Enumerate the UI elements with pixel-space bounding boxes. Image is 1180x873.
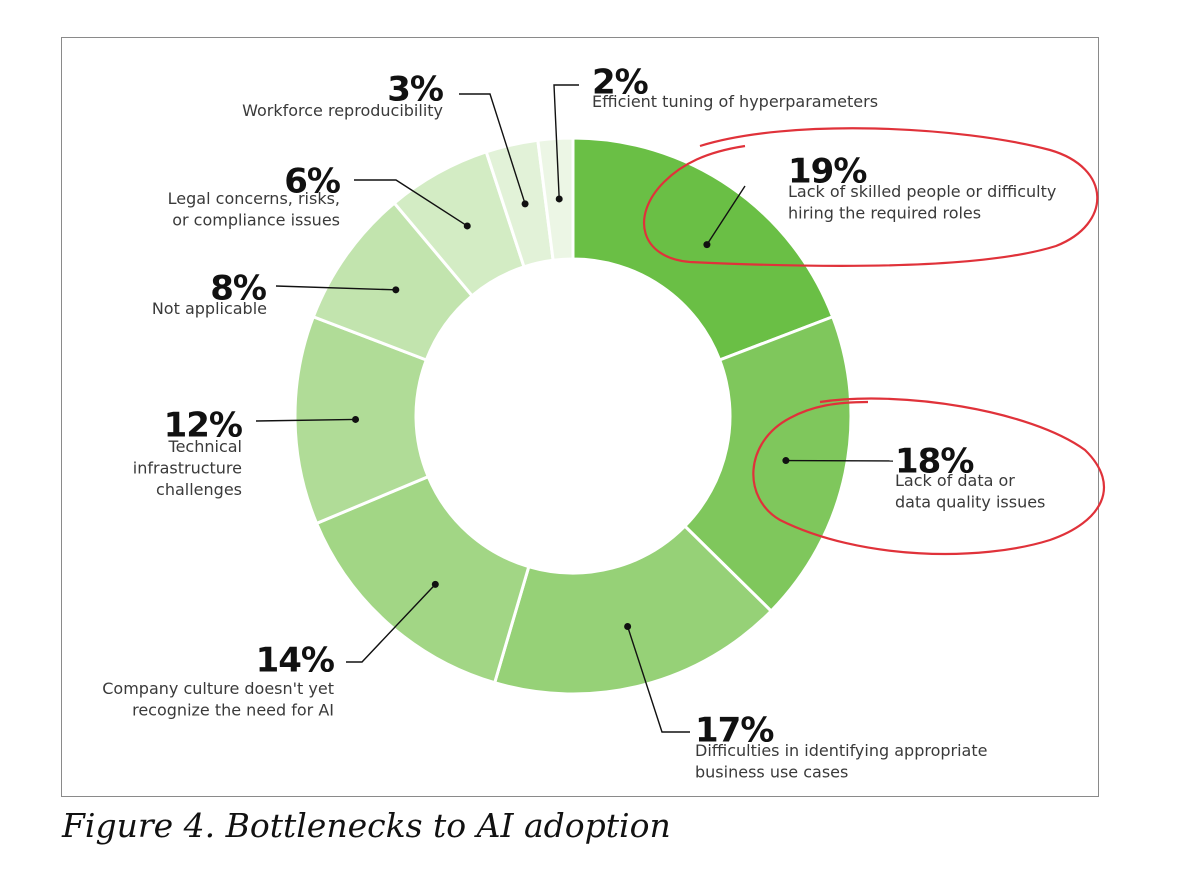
- leader-dot-0: [703, 241, 711, 249]
- slice-percent-label: 3%: [387, 70, 443, 110]
- slice-category-label: Lack of data or: [895, 471, 1015, 490]
- slice-category-label: challenges: [156, 480, 242, 499]
- slice-category-label: or compliance issues: [172, 211, 340, 230]
- slice-0: [571, 136, 835, 362]
- leader-dot-5: [392, 286, 400, 294]
- figure-caption: Figure 4. Bottlenecks to AI adoption: [62, 806, 671, 845]
- leader-line-0: [706, 185, 746, 245]
- slice-percent-label: 12%: [164, 406, 242, 446]
- donut-chart: 19%Lack of skilled people or difficulty h…: [102, 63, 1105, 782]
- labels-group: 19%Lack of skilled people or difficulty h…: [102, 63, 1056, 782]
- slice-percent-label: 14%: [256, 641, 334, 681]
- leader-line-2: [626, 626, 690, 733]
- slice-percent-label: 19%: [788, 152, 866, 192]
- slice-category-label: Not applicable: [152, 299, 267, 318]
- slice-category-label: Efficient tuning of hyperparameters: [592, 92, 878, 111]
- slice-category-label: Lack of skilled people or difficulty: [788, 182, 1056, 201]
- leader-dot-7: [521, 200, 529, 208]
- slice-8: [536, 136, 575, 262]
- slice-percent-label: 6%: [284, 162, 340, 202]
- leader-line-7: [459, 93, 526, 205]
- leader-dot-4: [352, 415, 360, 423]
- leader-line-3: [346, 583, 436, 663]
- slice-category-label: recognize the need for AI: [132, 701, 334, 720]
- leader-dot-8: [555, 195, 563, 203]
- slice-category-label: infrastructure: [133, 459, 242, 478]
- leader-dot-1: [782, 457, 790, 465]
- leader-dot-2: [624, 623, 632, 631]
- slice-category-label: hiring the required roles: [788, 204, 981, 223]
- highlight-circle-19: [643, 127, 1099, 267]
- slice-percent-label: 8%: [210, 269, 266, 309]
- slice-category-label: data quality issues: [895, 493, 1045, 512]
- slice-percent-label: 2%: [592, 63, 648, 103]
- slice-category-label: Legal concerns, risks,: [168, 189, 340, 208]
- leader-lines-group: [255, 84, 894, 733]
- slice-category-label: Difficulties in identifying appropriate: [695, 741, 987, 760]
- slice-percent-label: 17%: [695, 711, 773, 751]
- slice-category-label: Workforce reproducibility: [242, 101, 443, 120]
- slice-1: [682, 314, 853, 614]
- slice-percent-label: 18%: [895, 442, 973, 482]
- leader-line-4: [255, 418, 356, 422]
- slice-2: [492, 524, 774, 696]
- leader-line-6: [354, 179, 468, 227]
- highlight-circles-group: [643, 127, 1105, 556]
- leader-line-5: [275, 285, 396, 291]
- highlight-circle-18: [752, 397, 1105, 556]
- slices-group: [293, 136, 853, 696]
- leader-dot-6: [463, 222, 471, 230]
- slice-category-label: business use cases: [695, 763, 848, 782]
- leader-line-8: [553, 84, 579, 199]
- slice-category-label: Technical: [168, 437, 242, 456]
- slice-category-label: Company culture doesn't yet: [102, 679, 334, 698]
- leader-dot-3: [431, 580, 439, 588]
- figure-frame: [61, 37, 1099, 797]
